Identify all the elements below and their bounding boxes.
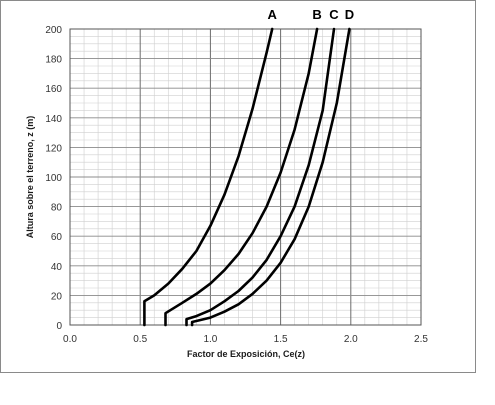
curve-c [185,27,336,327]
curve-label-a: A [267,7,277,22]
y-tick-label: 180 [45,55,62,66]
plot-area-border [69,28,422,326]
curve-b [164,27,319,327]
y-tick-label: 160 [45,84,62,95]
x-tick-label: 2.0 [344,334,358,345]
y-axis-title: Altura sobre el terreno, z (m) [25,116,35,239]
chart-frame: 0.0 0.5 1.0 1.5 2.0 2.5 0 20 40 60 80 100 120 140 160 1… [0,0,476,373]
x-tick-label: 0.0 [63,334,77,345]
curve-label-c: C [329,7,339,22]
y-tick-label: 60 [51,232,63,243]
curve-label-d: D [345,7,354,22]
x-tick-label: 2.5 [414,334,428,345]
curve-d [190,27,351,327]
x-axis-title: Factor de Exposición, Ce(z) [187,349,305,359]
x-tick-label: 1.5 [274,334,288,345]
curve-a [143,27,274,327]
x-tick-label: 1.0 [203,334,217,345]
curve-label-b: B [312,7,321,22]
exposure-factor-chart: 0.0 0.5 1.0 1.5 2.0 2.5 0 20 40 60 80 100 120 140 160 1… [25,7,428,359]
y-tick-label: 120 [45,143,62,154]
y-tick-label: 100 [45,173,62,184]
y-tick-label: 40 [51,262,63,273]
y-tick-label: 0 [56,321,62,332]
y-tick-label: 20 [51,291,63,302]
y-tick-label: 200 [45,25,62,36]
y-tick-label: 140 [45,114,62,125]
y-tick-label: 80 [51,203,63,214]
x-tick-label: 0.5 [133,334,147,345]
